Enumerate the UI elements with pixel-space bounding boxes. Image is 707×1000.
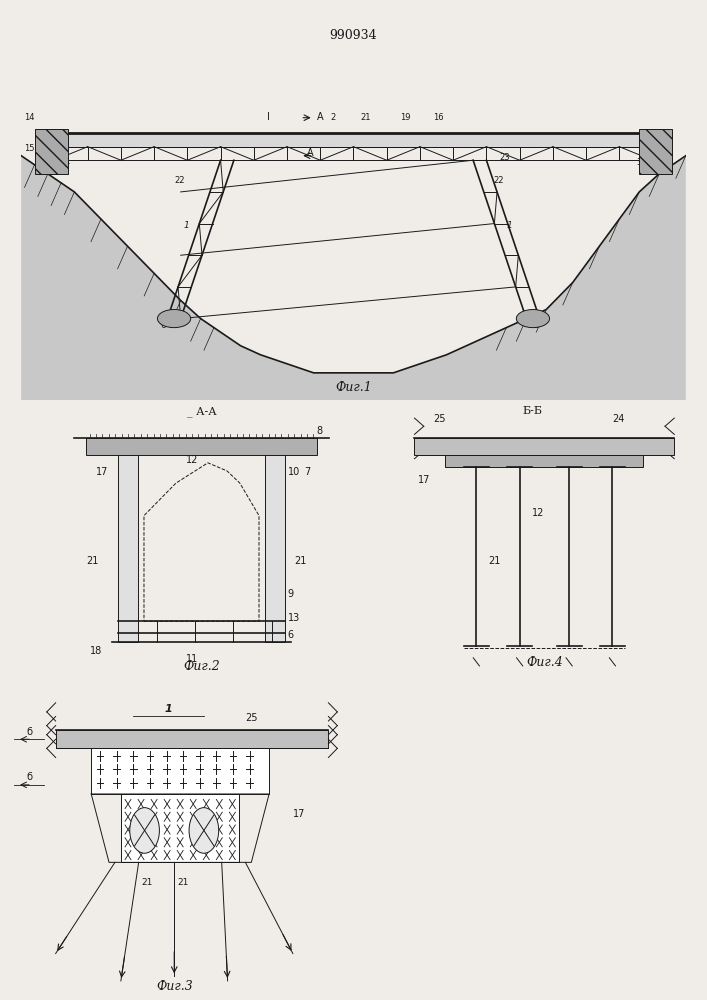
Polygon shape [121,794,240,862]
Text: Фиг.2: Фиг.2 [183,660,220,673]
Text: Б-Б: Б-Б [522,406,542,416]
Text: Фиг.4: Фиг.4 [526,656,563,669]
Polygon shape [414,438,674,455]
Text: I: I [267,112,270,122]
Text: 3: 3 [51,158,57,167]
Circle shape [189,808,218,853]
Text: 18: 18 [90,646,102,656]
Text: 6: 6 [288,630,294,640]
Text: 6: 6 [160,321,167,330]
Polygon shape [35,129,68,174]
Text: 19: 19 [400,113,411,122]
Text: А: А [317,112,324,122]
Circle shape [130,808,159,853]
Ellipse shape [158,310,191,328]
Text: 14: 14 [25,113,35,122]
Text: 16: 16 [433,113,444,122]
Ellipse shape [516,310,549,328]
Text: 3: 3 [636,158,641,167]
Text: 10: 10 [288,467,300,477]
Text: 25: 25 [433,414,445,424]
Text: 21: 21 [141,878,153,887]
Text: б: б [26,727,32,737]
Text: 17: 17 [418,475,430,485]
Text: 17: 17 [293,809,305,819]
Text: 1: 1 [506,221,512,230]
Text: 25: 25 [245,713,258,723]
Text: 5: 5 [533,321,539,330]
Text: б: б [26,772,32,782]
Text: 15: 15 [25,144,35,153]
Text: 20: 20 [194,140,204,149]
Text: 2: 2 [330,113,336,122]
Text: 21: 21 [86,556,99,566]
Polygon shape [639,129,672,174]
Text: 21: 21 [294,556,307,566]
Text: 4: 4 [64,158,70,167]
Text: 1: 1 [184,221,189,230]
Polygon shape [445,455,643,467]
Text: 24: 24 [612,414,625,424]
Text: 21: 21 [489,556,501,566]
Text: 21: 21 [177,878,189,887]
Text: 22: 22 [493,176,503,185]
Text: 8: 8 [317,426,322,436]
Polygon shape [21,156,686,400]
Text: 12: 12 [532,508,544,518]
Polygon shape [265,455,284,642]
Polygon shape [118,455,138,642]
Text: 22: 22 [174,176,185,185]
Text: А: А [307,148,314,158]
Text: Фиг.1: Фиг.1 [335,381,372,394]
Text: 990934: 990934 [329,29,378,42]
Text: 7: 7 [304,467,310,477]
Polygon shape [48,133,659,147]
Polygon shape [91,748,269,794]
Text: 17: 17 [96,467,108,477]
Text: 9: 9 [288,589,294,599]
Polygon shape [86,438,317,455]
Text: 1: 1 [165,704,173,714]
Text: 11: 11 [185,654,198,664]
Text: 13: 13 [288,613,300,623]
Text: 21: 21 [360,113,370,122]
Text: 23: 23 [500,153,510,162]
Text: 12: 12 [185,455,198,465]
Text: _ А-А: _ А-А [187,406,216,417]
Polygon shape [56,730,329,748]
Text: Фиг.3: Фиг.3 [156,980,192,993]
